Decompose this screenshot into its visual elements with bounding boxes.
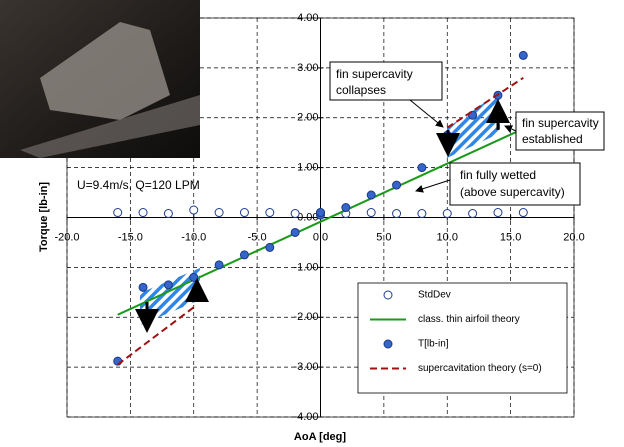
point (366, 208, 376, 218)
point (163, 280, 173, 290)
point (214, 208, 224, 218)
annotation: fin supercavity (336, 67, 413, 81)
annotation-arrow (504, 125, 517, 133)
annotation: collapses (336, 83, 386, 97)
point (417, 163, 427, 173)
legend-label: T[lb-in] (418, 339, 449, 350)
point (189, 205, 199, 215)
point (265, 242, 275, 252)
point (392, 180, 402, 190)
point (113, 208, 123, 218)
point (417, 209, 427, 219)
photo-strut (20, 95, 200, 158)
point (341, 203, 351, 213)
series-line (117, 77, 524, 366)
point (239, 250, 249, 260)
point (239, 208, 249, 218)
annotation: fin fully wetted (460, 168, 536, 182)
x-tick-label: -20.0 (54, 231, 79, 243)
annotation: fin supercavity (522, 116, 599, 130)
y-tick-label: -4.00 (293, 411, 318, 423)
point (138, 208, 148, 218)
y-tick-label: -3.00 (293, 361, 318, 373)
x-tick-label: 5.0 (376, 231, 391, 243)
jump-arrows (135, 99, 510, 333)
point (189, 272, 199, 282)
legend-label: StdDev (418, 290, 451, 301)
annotations: U=9.4m/s, Q=120 LPM fin supercavity coll… (77, 61, 605, 206)
photo-inset (0, 0, 200, 158)
point (383, 290, 393, 300)
point (214, 260, 224, 270)
x-tick-label: 20.0 (563, 231, 584, 243)
x-tick-label: -10.0 (181, 231, 206, 243)
annotation-arrow (415, 179, 451, 193)
y-tick-label: 1.00 (297, 162, 318, 174)
annotation-box (329, 61, 443, 101)
annotation-arrow (409, 99, 444, 128)
point (392, 209, 402, 219)
y-tick-label: -2.00 (293, 311, 318, 323)
point (366, 190, 376, 200)
point (493, 208, 503, 218)
legend-label: class. thin airfoil theory (418, 314, 520, 325)
photo-fin (40, 22, 170, 120)
point (518, 208, 528, 218)
point (265, 208, 275, 218)
point (290, 227, 300, 237)
y-tick-label: 4.00 (297, 12, 318, 24)
annotation-box (449, 162, 581, 206)
x-tick-label: -5.0 (248, 231, 267, 243)
y-tick-label: 2.00 (297, 112, 318, 124)
legend-box (357, 282, 568, 394)
hatch-region (447, 92, 500, 158)
x-tick-label: 15.0 (500, 231, 521, 243)
point (442, 209, 452, 219)
point (138, 282, 148, 292)
x-axis-title: AoA [deg] (294, 431, 346, 443)
point (316, 208, 325, 218)
y-tick-label: -1.00 (293, 261, 318, 273)
annotation: established (522, 132, 583, 146)
point (383, 339, 393, 349)
point (290, 209, 300, 219)
y-tick-label: 3.00 (297, 62, 318, 74)
point (163, 209, 173, 219)
y-axis-title: Torque [lb-in] (38, 182, 50, 252)
annotation: U=9.4m/s, Q=120 LPM (77, 178, 200, 192)
annotation-box (515, 111, 605, 151)
legend: StdDev class. thin airfoil theory T[lb-in]… (357, 282, 568, 394)
x-tick-label: -15.0 (118, 231, 143, 243)
axes: -20.0 -15.0 -10.0 -5.0 0.0 5.0 10.0 15.0 20.0-4.… (54, 12, 584, 423)
x-tick-label: 10.0 (437, 231, 458, 243)
legend-label: supercavitation theory (s=0) (418, 363, 542, 374)
point (468, 209, 478, 219)
point (518, 50, 528, 60)
annotation: (above supercavity) (460, 185, 565, 199)
